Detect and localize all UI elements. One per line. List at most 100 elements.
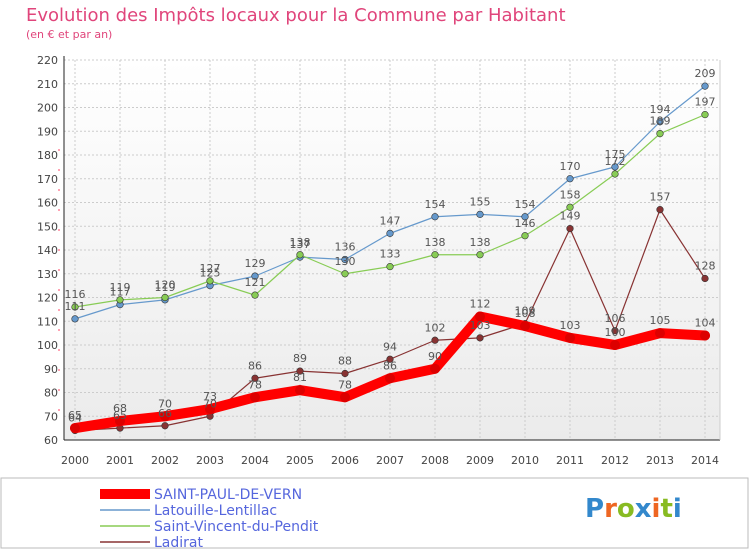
y-tick-label: 140: [37, 244, 58, 257]
data-label: 175: [605, 148, 626, 161]
y-tick-label: 200: [37, 102, 58, 115]
data-point: [341, 270, 349, 278]
data-label: 138: [290, 236, 311, 249]
data-label: 130: [335, 255, 356, 268]
data-label: 106: [605, 312, 626, 325]
data-label: 103: [560, 319, 581, 332]
y-tick-label: 170: [37, 173, 58, 186]
data-label: 149: [560, 210, 581, 223]
data-label: 94: [383, 340, 397, 353]
x-tick-label: 2010: [511, 454, 539, 467]
data-label: 138: [470, 236, 491, 249]
data-label: 112: [470, 298, 491, 311]
x-tick-label: 2006: [331, 454, 359, 467]
x-tick-label: 2000: [61, 454, 89, 467]
data-point: [251, 272, 259, 280]
data-point: [161, 293, 169, 302]
x-tick-label: 2012: [601, 454, 629, 467]
data-label: 189: [650, 115, 671, 128]
data-point: [296, 251, 304, 259]
data-point: [70, 423, 80, 434]
data-label: 73: [203, 390, 217, 403]
data-point: [206, 277, 214, 285]
data-point: [386, 229, 394, 237]
legend-label: Ladirat: [154, 535, 203, 550]
data-label: 125: [200, 267, 221, 280]
x-tick-label: 2004: [241, 454, 269, 467]
data-label: 194: [650, 103, 671, 116]
data-label: 133: [380, 248, 401, 261]
data-point: [655, 328, 665, 339]
y-tick-label: 110: [37, 315, 58, 328]
data-label: 100: [605, 326, 626, 339]
x-tick-label: 2008: [421, 454, 449, 467]
data-label: 117: [110, 286, 131, 299]
data-label: 66: [158, 407, 172, 420]
legend-label: SAINT-PAUL-DE-VERN: [154, 487, 302, 503]
data-label: 158: [560, 188, 581, 201]
data-label: 147: [380, 214, 401, 227]
data-label: 155: [470, 195, 491, 208]
data-label: 138: [425, 236, 446, 249]
data-label: 209: [695, 67, 716, 80]
data-label: 109: [515, 305, 536, 318]
data-label: 78: [338, 378, 352, 391]
data-label: 65: [68, 409, 82, 422]
data-point: [116, 296, 124, 304]
x-tick-label: 2009: [466, 454, 494, 467]
data-label: 90: [428, 350, 442, 363]
data-label: 111: [65, 300, 86, 313]
chart-subtitle: (en € et par an): [26, 28, 113, 41]
data-label: 102: [425, 321, 446, 334]
data-point: [656, 130, 664, 138]
data-point: [385, 373, 395, 384]
data-label: 157: [650, 191, 671, 204]
data-point: [386, 355, 394, 363]
data-label: 108: [515, 307, 536, 320]
data-point: [520, 321, 530, 331]
data-label: 81: [293, 371, 307, 384]
data-point: [251, 291, 259, 299]
data-point: [431, 251, 439, 259]
y-tick-label: 120: [37, 292, 58, 305]
y-tick-label: 220: [37, 54, 58, 67]
data-label: 136: [335, 241, 356, 254]
y-tick-label: 160: [37, 197, 58, 210]
data-label: 70: [158, 397, 172, 410]
data-point: [476, 334, 484, 342]
data-point: [476, 251, 484, 259]
data-point: [565, 332, 575, 343]
data-label: 120: [155, 279, 176, 292]
y-tick-label: 150: [37, 220, 58, 233]
legend-label: Saint-Vincent-du-Pendit: [154, 519, 319, 535]
data-point: [341, 255, 349, 264]
data-point: [250, 392, 260, 403]
data-point: [611, 327, 619, 335]
data-label: 88: [338, 355, 352, 368]
data-point: [566, 225, 574, 233]
y-tick-label: 130: [37, 268, 58, 281]
data-point: [475, 311, 485, 322]
data-point: [115, 416, 125, 426]
data-label: 86: [248, 359, 262, 372]
data-point: [205, 404, 215, 415]
x-tick-label: 2002: [151, 454, 179, 467]
data-label: 78: [248, 378, 262, 391]
data-label: 116: [65, 288, 86, 301]
data-label: 86: [383, 359, 397, 372]
data-point: [521, 213, 529, 221]
data-label: 146: [515, 217, 536, 230]
legend-label: Latouille-Lentillac: [154, 503, 277, 519]
data-point: [566, 175, 574, 183]
data-point: [656, 118, 664, 126]
x-tick-label: 2013: [646, 454, 674, 467]
y-tick-label: 190: [37, 125, 58, 138]
data-point: [341, 369, 349, 378]
data-point: [431, 336, 439, 344]
y-tick-label: 210: [37, 78, 58, 91]
x-tick-label: 2007: [376, 454, 404, 467]
chart-title: Evolution des Impôts locaux pour la Comm…: [26, 5, 566, 26]
y-tick-label: 100: [37, 339, 58, 352]
